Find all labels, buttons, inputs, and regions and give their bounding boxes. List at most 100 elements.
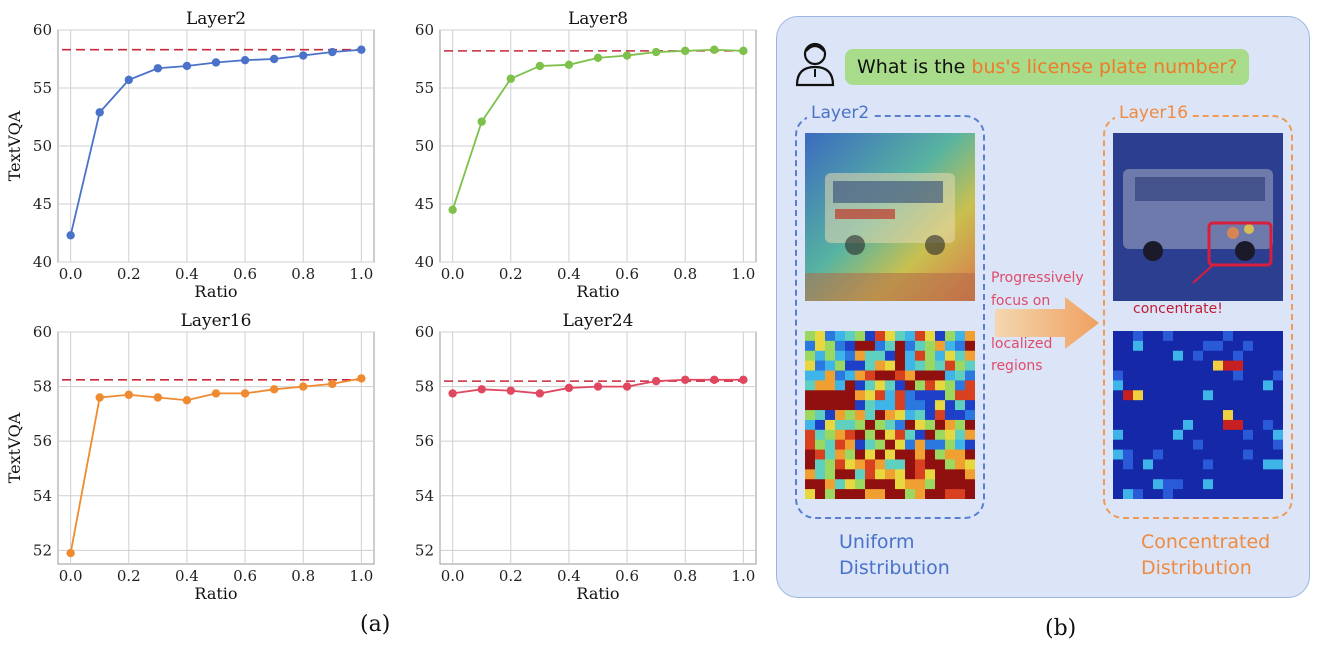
heatmap-cell bbox=[1123, 331, 1134, 342]
question-prefix: What is the bbox=[857, 56, 972, 78]
y-tick-label: 56 bbox=[33, 432, 52, 450]
heatmap-cell bbox=[895, 331, 906, 342]
heatmap-cell bbox=[845, 479, 856, 490]
heatmap-cell bbox=[895, 479, 906, 490]
progress-arrow bbox=[995, 297, 1099, 349]
heatmap-cell bbox=[1143, 439, 1154, 451]
heatmap-cell bbox=[905, 429, 916, 441]
heatmap-cell bbox=[875, 380, 886, 391]
heatmap-cell bbox=[1183, 479, 1194, 490]
heatmap-cell bbox=[885, 410, 896, 421]
heatmap-cell bbox=[1203, 439, 1214, 451]
heatmap-cell bbox=[1203, 360, 1214, 372]
heatmap-cell bbox=[1183, 439, 1194, 451]
heatmap-cell bbox=[1273, 479, 1283, 490]
heatmap-cell bbox=[1223, 469, 1234, 480]
x-tick-label: 0.6 bbox=[233, 567, 257, 585]
data-point bbox=[269, 54, 279, 64]
heatmap-cell bbox=[1183, 370, 1194, 381]
x-tick-label: 0.6 bbox=[615, 265, 639, 283]
heatmap-cell bbox=[1253, 410, 1264, 421]
heatmap-cell bbox=[935, 370, 946, 381]
data-point bbox=[153, 393, 163, 402]
heatmap-cell bbox=[1243, 459, 1254, 470]
heatmap-cell bbox=[845, 439, 856, 451]
heatmap-cell bbox=[1253, 400, 1264, 411]
heatmap-cell bbox=[1193, 439, 1204, 451]
data-point bbox=[66, 231, 75, 240]
heatmap-cell bbox=[885, 419, 896, 431]
heatmap-cell bbox=[1123, 429, 1134, 441]
heatmap-cell bbox=[1233, 469, 1244, 480]
heatmap-cell bbox=[965, 439, 975, 451]
heatmap-cell bbox=[905, 400, 916, 411]
heatmap-cell bbox=[925, 410, 936, 421]
heatmap-cell bbox=[835, 350, 846, 362]
heatmap-cell bbox=[915, 340, 926, 352]
heatmap-cell bbox=[925, 331, 936, 342]
question-box: What is the bus's license plate number? bbox=[845, 49, 1249, 85]
heatmap-cell bbox=[1153, 439, 1164, 451]
heatmap-cell bbox=[1193, 410, 1204, 421]
heatmap-cell bbox=[945, 459, 956, 470]
heatmap-cell bbox=[1113, 400, 1124, 411]
heatmap-cell bbox=[925, 429, 936, 441]
heatmap-cell bbox=[1133, 469, 1144, 480]
heatmap-cell bbox=[1153, 469, 1164, 480]
heatmap-cell bbox=[905, 439, 916, 451]
heatmap-cell bbox=[955, 479, 966, 490]
heatmap-cell bbox=[965, 350, 975, 362]
heatmap-cell bbox=[1153, 419, 1164, 431]
heatmap-cell bbox=[1183, 350, 1194, 362]
heatmap-cell bbox=[1263, 439, 1274, 451]
heatmap-cell bbox=[1123, 400, 1134, 411]
heatmap-cell bbox=[1193, 400, 1204, 411]
heatmap-cell bbox=[855, 419, 866, 431]
heatmap-cell bbox=[955, 459, 966, 470]
data-point bbox=[739, 46, 748, 56]
layer16-bus-attention-image bbox=[1113, 133, 1283, 301]
heatmap-cell bbox=[1223, 380, 1234, 391]
heatmap-cell bbox=[845, 449, 856, 460]
heatmap-cell bbox=[1243, 439, 1254, 451]
heatmap-cell bbox=[1253, 449, 1264, 460]
heatmap-cell bbox=[1113, 489, 1124, 499]
heatmap-cell bbox=[1123, 419, 1134, 431]
heatmap-cell bbox=[915, 410, 926, 421]
data-point bbox=[506, 74, 515, 83]
heatmap-cell bbox=[1213, 370, 1224, 381]
heatmap-cell bbox=[1253, 390, 1264, 401]
heatmap-cell bbox=[955, 340, 966, 352]
heatmap-cell bbox=[875, 419, 886, 431]
heatmap-cell bbox=[1133, 429, 1144, 441]
heatmap-cell bbox=[1153, 410, 1164, 421]
heatmap-cell bbox=[1243, 429, 1254, 441]
heatmap-cell bbox=[1203, 400, 1214, 411]
layer2-attention-heatmap bbox=[805, 331, 975, 499]
heatmap-cell bbox=[925, 469, 936, 480]
x-tick-label: 1.0 bbox=[349, 567, 373, 585]
heatmap-cell bbox=[1193, 340, 1204, 352]
heatmap-cell bbox=[885, 489, 896, 499]
heatmap-cell bbox=[845, 390, 856, 401]
heatmap-cell bbox=[825, 380, 836, 391]
heatmap-cell bbox=[1233, 439, 1244, 451]
heatmap-cell bbox=[825, 429, 836, 441]
heatmap-cell bbox=[855, 479, 866, 490]
heatmap-cell bbox=[815, 410, 826, 421]
heatmap-cell bbox=[905, 370, 916, 381]
heatmap-cell bbox=[1203, 331, 1214, 342]
heatmap-cell bbox=[935, 410, 946, 421]
heatmap-cell bbox=[1223, 479, 1234, 490]
x-tick-label: 0.0 bbox=[441, 265, 465, 283]
heatmap-cell bbox=[895, 350, 906, 362]
heatmap-cell bbox=[1133, 380, 1144, 391]
data-point bbox=[211, 58, 221, 67]
heatmap-cell bbox=[905, 380, 916, 391]
heatmap-cell bbox=[1273, 331, 1283, 342]
heatmap-cell bbox=[1243, 340, 1254, 352]
heatmap-cell bbox=[1173, 370, 1184, 381]
heatmap-cell bbox=[1163, 380, 1174, 391]
heatmap-cell bbox=[875, 370, 886, 381]
heatmap-cell bbox=[1143, 340, 1154, 352]
